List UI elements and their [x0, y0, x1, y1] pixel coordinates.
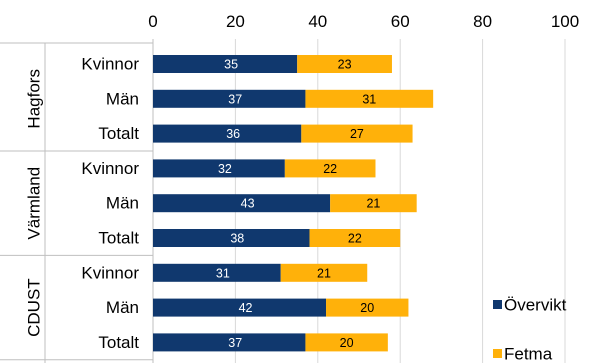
- data-label: 38: [230, 232, 244, 246]
- data-label: 37: [228, 336, 242, 350]
- data-label: 27: [350, 127, 364, 141]
- bar-fetma: [301, 124, 413, 143]
- data-label: 21: [317, 266, 331, 280]
- legend: Övervikt Fetma: [493, 296, 567, 363]
- data-label: 23: [338, 58, 352, 72]
- bar-overvikt: [153, 333, 306, 352]
- category-label: Kvinnor: [81, 159, 139, 178]
- bar-overvikt: [153, 194, 331, 213]
- legend-label-overvikt: Övervikt: [504, 296, 567, 315]
- data-label: 22: [348, 232, 362, 246]
- group-label-värmland: Värmland: [25, 167, 44, 240]
- x-tick-label: 60: [391, 12, 410, 31]
- x-tick-label: 80: [473, 12, 492, 31]
- bar-overvikt: [153, 55, 298, 73]
- bars: [153, 55, 434, 352]
- legend-swatch-overvikt: [493, 300, 502, 309]
- data-label: 31: [362, 92, 376, 106]
- bar-overvikt: [153, 263, 281, 282]
- bar-fetma: [309, 229, 401, 247]
- bar-overvikt: [153, 229, 310, 247]
- bar-fetma: [280, 263, 368, 282]
- x-tick-label: 40: [308, 12, 327, 31]
- data-label: 21: [366, 197, 380, 211]
- category-label: Totalt: [98, 333, 139, 352]
- data-label: 20: [360, 301, 374, 315]
- bar-fetma: [284, 159, 376, 178]
- bar-fetma: [297, 55, 392, 73]
- group-label-cdust: CDUST: [25, 278, 44, 337]
- data-label: 37: [228, 92, 242, 106]
- data-label: 32: [218, 162, 232, 176]
- bar-fetma: [330, 194, 417, 213]
- bar-overvikt: [153, 124, 302, 143]
- x-tick-label: 20: [226, 12, 245, 31]
- data-label: 36: [226, 127, 240, 141]
- bar-overvikt: [153, 159, 285, 178]
- data-label: 35: [224, 58, 238, 72]
- category-label: Totalt: [98, 229, 139, 248]
- category-label: Män: [106, 89, 139, 108]
- category-label: Män: [106, 194, 139, 213]
- data-label: 22: [323, 162, 337, 176]
- data-label: 43: [241, 197, 255, 211]
- bar-overvikt: [153, 298, 327, 317]
- data-label: 20: [340, 336, 354, 350]
- x-tick-label: 100: [551, 12, 579, 31]
- bar-fetma: [305, 89, 434, 108]
- data-label: 42: [239, 301, 253, 315]
- bar-overvikt: [153, 89, 306, 108]
- category-label: Kvinnor: [81, 263, 139, 282]
- legend-label-fetma: Fetma: [504, 345, 553, 363]
- category-label: Totalt: [98, 124, 139, 143]
- bar-fetma: [305, 333, 388, 352]
- legend-swatch-fetma: [493, 349, 502, 358]
- category-label: Män: [106, 298, 139, 317]
- group-label-hagfors: Hagfors: [25, 69, 44, 129]
- data-label: 31: [216, 266, 230, 280]
- labels: 0 20 40 60 80 100 Hagfors Värmland CDUST Kvinnor 3…: [25, 12, 580, 352]
- category-label: Kvinnor: [81, 55, 139, 74]
- x-tick-label: 0: [148, 12, 157, 31]
- bar-fetma: [326, 298, 409, 317]
